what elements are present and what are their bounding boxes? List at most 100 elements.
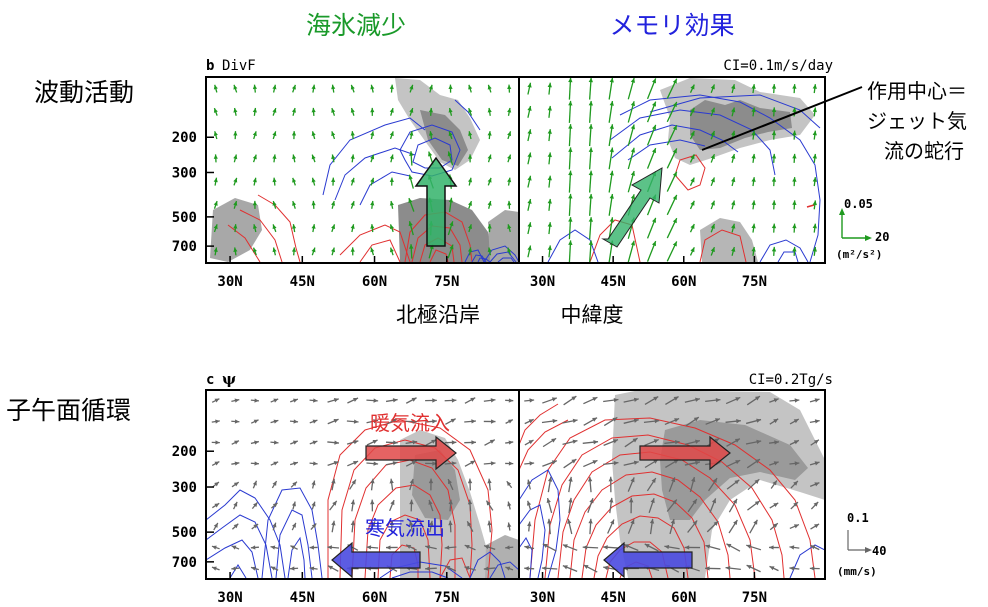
vector-arrowhead xyxy=(527,199,532,204)
vector-arrowhead xyxy=(487,131,492,136)
x-tick-label: 45N xyxy=(290,274,315,290)
vector-arrowhead xyxy=(672,499,677,505)
neg-contour xyxy=(322,117,426,196)
vector-arrowhead xyxy=(412,419,418,424)
x-tick-label: 30N xyxy=(217,274,242,290)
row-label-circ: 子午面循環 xyxy=(6,396,131,425)
upward-wave-arrow xyxy=(601,167,663,248)
panel-c-ticks: 200 300 500 700 30N 45N 60N 75N 30N 45N 60N 75N xyxy=(172,444,767,606)
x-tick-label: 60N xyxy=(362,274,387,290)
vector-arrowhead xyxy=(609,497,614,503)
neg-contour xyxy=(777,251,799,263)
vector-arrowhead xyxy=(568,77,573,83)
vector-arrowhead xyxy=(487,224,492,229)
vector-arrowhead xyxy=(792,153,797,159)
vector-arrowhead xyxy=(350,84,355,90)
vector-arrowhead xyxy=(272,177,277,183)
vector-arrowhead xyxy=(270,566,276,571)
vector-arrowhead xyxy=(690,247,695,253)
cold-outflow-arrow xyxy=(603,541,693,579)
vector-arrowhead xyxy=(289,566,295,571)
vector-arrowhead xyxy=(213,201,218,206)
vector-arrowhead xyxy=(588,124,594,129)
neg-contour xyxy=(497,257,515,263)
vector-arrowhead xyxy=(609,100,614,106)
vector-arrowhead xyxy=(731,223,736,229)
vector-arrowhead xyxy=(691,477,696,482)
vector-arrowhead xyxy=(651,217,657,223)
vector-arrowhead xyxy=(568,124,573,129)
vector-arrowhead xyxy=(690,224,695,230)
neg-contour xyxy=(489,251,517,263)
vector-arrowhead xyxy=(331,154,336,160)
shade-light xyxy=(700,218,758,262)
vector-arrowhead xyxy=(487,154,492,160)
vector-arrowhead xyxy=(613,460,619,466)
vector-arrowhead xyxy=(731,107,736,113)
vector-arrowhead xyxy=(448,107,453,113)
vector-arrowhead xyxy=(547,222,552,227)
vector-arrowhead xyxy=(751,84,756,89)
vector-arrowhead xyxy=(389,224,394,230)
vector-arrowhead xyxy=(725,565,731,571)
vector-arrowhead xyxy=(467,177,473,183)
vector-arrowhead xyxy=(529,461,535,466)
vector-arrowhead xyxy=(464,566,470,571)
vector-arrowhead xyxy=(527,82,532,88)
vector-arrowhead xyxy=(333,418,339,423)
pos-contour xyxy=(377,514,431,579)
vector-arrowhead xyxy=(432,398,437,403)
vector-arrowhead xyxy=(650,498,655,504)
annotation-leader-line xyxy=(701,86,863,151)
vector-arrowhead xyxy=(471,440,476,445)
vector-arrowhead xyxy=(613,397,619,403)
panel-b-left-fields xyxy=(210,78,519,263)
vector-arrowhead xyxy=(690,107,695,113)
vector-arrowhead xyxy=(568,170,573,176)
vector-arrowhead xyxy=(389,154,394,160)
vector-arrowhead xyxy=(272,481,277,486)
vector-arrowhead xyxy=(773,461,779,466)
vector-arrowhead xyxy=(582,545,588,550)
vector-arrowhead xyxy=(609,147,614,153)
vector-arrowhead xyxy=(309,566,315,571)
vector-arrowhead xyxy=(571,459,577,464)
vector-arrowhead xyxy=(215,419,220,424)
vector-arrowhead xyxy=(231,566,236,571)
vector-arrowhead xyxy=(253,247,257,253)
vector-arrowhead xyxy=(233,224,238,229)
vector-arrowhead xyxy=(789,545,795,550)
vector-arrowhead xyxy=(234,419,240,424)
vector-arrowhead xyxy=(331,247,336,253)
vector-arrowhead xyxy=(792,200,797,206)
neg-contour xyxy=(454,99,481,131)
vector-arrowhead xyxy=(370,247,375,253)
vector-arrowhead xyxy=(672,78,677,84)
neg-contour xyxy=(619,94,821,263)
vector-arrowhead xyxy=(672,125,677,131)
vector-arrowhead xyxy=(370,478,375,484)
vector-arrowhead xyxy=(411,397,417,402)
cold-outflow-arrow xyxy=(331,541,421,579)
y-tick-label: 300 xyxy=(172,165,197,181)
vector-arrowhead xyxy=(311,480,316,486)
vector-arrowhead xyxy=(755,396,760,401)
vector-arrowhead xyxy=(451,440,457,445)
pos-contour xyxy=(359,239,401,263)
vector-arrowhead xyxy=(726,543,732,548)
vector-arrowhead xyxy=(409,84,414,90)
vector-arrowhead xyxy=(432,461,437,466)
vector-arrowhead xyxy=(609,193,614,199)
vector-arrowhead xyxy=(429,520,434,526)
vector-arrowhead xyxy=(771,177,777,182)
vector-arrowhead xyxy=(609,217,614,223)
vector-arrowhead xyxy=(547,476,553,482)
vector-arrowhead xyxy=(793,419,799,424)
vector-arrowhead xyxy=(293,461,298,466)
panel-c-frame xyxy=(205,389,826,580)
vector-arrowhead xyxy=(651,78,657,84)
vector-arrowhead xyxy=(793,524,799,529)
vector-arrowhead xyxy=(467,478,473,484)
vector-arrowhead xyxy=(794,461,800,466)
x-tick-label: 30N xyxy=(530,590,555,606)
